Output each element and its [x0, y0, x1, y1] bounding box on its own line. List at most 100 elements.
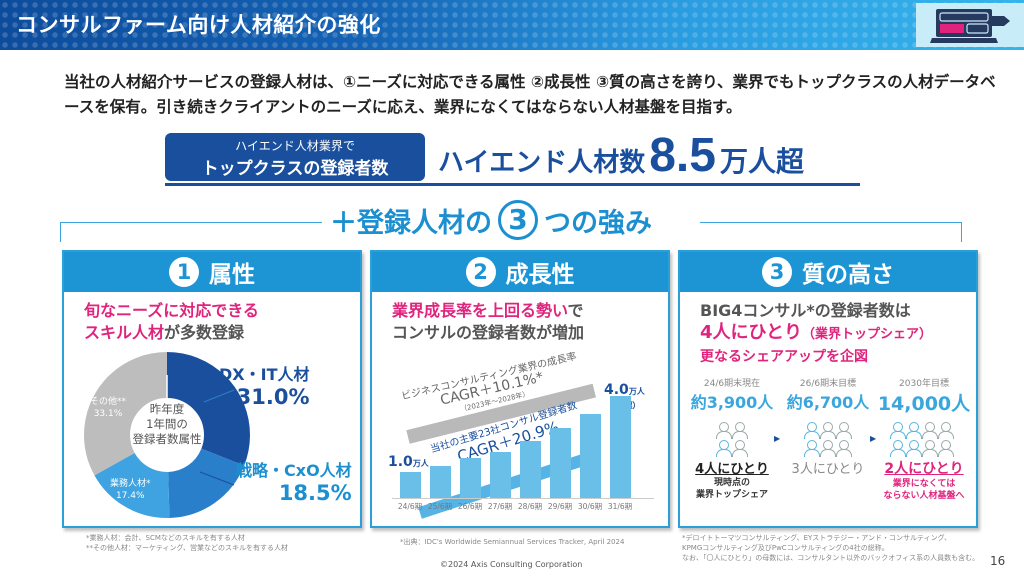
bar-28-6 — [520, 441, 541, 498]
footnote: *業務人材：会計、SCMなどのスキルを有する人材 — [86, 534, 245, 542]
person-icon — [836, 422, 852, 439]
person-icon — [938, 440, 954, 457]
ratio-text: 4人にひとり — [695, 462, 769, 477]
lead-text: 当社の人材紹介サービスの登録人材は、①ニーズに対応できる属性 ②成長性 ③質の高… — [64, 73, 996, 116]
person-icon — [890, 440, 906, 457]
strengths-suffix: つの強み — [544, 207, 652, 239]
arrow-right-icon: ▶ — [774, 434, 781, 443]
card-header: 3 質の高さ — [680, 252, 976, 292]
slice-label-strategy: 戦略・CxO人材 18.5% — [236, 460, 352, 504]
col-value: 約6,700人 — [786, 393, 870, 412]
slice-pct: 17.4% — [115, 491, 145, 501]
bar-27-6 — [490, 452, 511, 498]
person-icon — [922, 422, 938, 439]
slice-pct: 31.0% — [236, 385, 310, 409]
card-title: 属性 — [209, 262, 255, 288]
x-tick: 28/6期 — [517, 502, 543, 511]
card3-footnotes: *デロイトトーマツコンサルティング、EYストラテジー・アンド・コンサルティング、… — [682, 533, 979, 563]
slice-name: 戦略・CxO人材 — [236, 461, 352, 480]
person-icon — [938, 422, 954, 439]
card-growth: 2 成長性 業界成長率を上回る勢いで コンサルの登録者数が増加 ビジネスコンサル… — [370, 250, 670, 528]
value-unit: 万人 — [412, 459, 429, 468]
value-number: 4.0 — [604, 382, 629, 398]
strengths-prefix: ＋登録人材の — [330, 207, 492, 239]
card-header: 1 属性 — [64, 252, 360, 292]
bar-24-6 — [400, 472, 421, 498]
start-value: 1.0万人 — [388, 454, 429, 470]
header-pattern — [0, 0, 1024, 50]
kpi-label-line2: トップクラスの登録者数 — [201, 159, 389, 179]
x-tick: 29/6期 — [547, 502, 573, 511]
laptop-icon — [930, 9, 1010, 43]
card1-footnotes: *業務人材：会計、SCMなどのスキルを有する人材 **その他人材：マーケティング… — [86, 533, 288, 553]
kpi-underline — [165, 183, 860, 186]
card-header: 2 成長性 — [372, 252, 668, 292]
subtitle-text: が多数登録 — [164, 323, 245, 342]
kpi-prefix: ハイエンド人材数 — [438, 148, 646, 178]
ratio-note: 現時点の — [713, 478, 750, 488]
col-ratio: 2人にひとり 業界になくては ならない人材基盤へ — [876, 458, 972, 502]
card-subtitle: BIG4コンサル*の登録者数は 4人にひとり（業界トップシェア） 更なるシェアア… — [680, 292, 976, 368]
slide-header: コンサルファーム向け人材紹介の強化 — [0, 0, 1024, 50]
share-col-target-2030: 2030年目標 14,000人 2人にひとり 業界になくては ならない人材基盤へ — [876, 376, 972, 501]
card-number: 3 — [762, 257, 792, 287]
donut-chart: 昨年度 1年間の 登録者数属性 その他** 33.1% 業務人材* 17.4% — [82, 350, 252, 520]
ratio-text: 2人にひとり — [884, 461, 964, 477]
card-number: 1 — [169, 257, 199, 287]
page-title: コンサルファーム向け人材紹介の強化 — [16, 13, 381, 37]
x-axis-line — [392, 498, 654, 499]
person-icon — [804, 422, 820, 439]
footnote: *デロイトトーマツコンサルティング、EYストラテジー・アンド・コンサルティング、 — [682, 534, 952, 542]
x-tick: 30/6期 — [577, 502, 603, 511]
center-line: 1年間の — [146, 417, 188, 431]
subtitle-highlight: 旬なニーズに対応できる — [84, 301, 259, 320]
slice-name: DX・IT人材 — [219, 365, 310, 384]
bracket-right — [700, 222, 962, 242]
ratio-note: ならない人材基盤へ — [883, 491, 965, 501]
person-icon — [906, 422, 922, 439]
bar-25-6 — [430, 466, 451, 498]
person-icon — [732, 422, 748, 439]
subtitle-highlight: 4人にひとり — [700, 322, 802, 343]
card-title: 質の高さ — [802, 262, 894, 288]
kpi-label-box: ハイエンド人材業界で トップクラスの登録者数 — [165, 133, 425, 181]
person-icon — [922, 440, 938, 457]
kpi-unit: 万人超 — [719, 145, 804, 178]
slice-label-operations: 業務人材* 17.4% — [110, 478, 151, 502]
card-title: 成長性 — [505, 262, 575, 288]
col-ratio: 3人にひとり — [780, 458, 876, 477]
person-icon — [820, 440, 836, 457]
ratio-note: 業界トップシェア — [695, 490, 768, 500]
donut-svg — [84, 352, 250, 518]
slice-pct: 33.1% — [93, 409, 123, 419]
person-icon — [890, 422, 906, 439]
subtitle-highlight: （業界トップシェア） — [801, 327, 932, 342]
col-label: 24/6期末現在 — [703, 379, 761, 389]
growth-bar-chart: ビジネスコンサルティング業界の成長率 CAGR＋10.1%* （2023年～20… — [372, 342, 668, 528]
donut-center-label: 昨年度 1年間の 登録者数属性 — [128, 402, 206, 447]
slice-pct: 18.5% — [278, 481, 352, 505]
people-icons — [804, 422, 852, 457]
bar-26-6 — [460, 458, 481, 498]
slice-label-dx-it: DX・IT人材 31.0% — [219, 364, 310, 408]
card-subtitle: 業界成長率を上回る勢いで コンサルの登録者数が増加 — [372, 292, 668, 344]
subtitle-highlight: 業界成長率を上回る勢い — [392, 301, 568, 320]
x-tick: 25/6期 — [427, 502, 453, 511]
person-icon — [804, 440, 820, 457]
col-label: 2030年目標 — [899, 379, 949, 389]
subtitle-text: BIG4コンサル*の登録者数は — [700, 301, 911, 320]
subtitle-text: で — [567, 301, 584, 320]
ratio-note: 業界になくては — [892, 479, 956, 489]
page-number: 16 — [990, 554, 1006, 568]
card-quality: 3 質の高さ BIG4コンサル*の登録者数は 4人にひとり（業界トップシェア） … — [678, 250, 978, 528]
col-label: 26/6期末目標 — [799, 379, 857, 389]
bar-30-6 — [580, 414, 601, 498]
subtitle-text: コンサルの登録者数が増加 — [392, 323, 585, 342]
footnote: KPMGコンサルティング及びPwCコンサルティングの4社の総称。 — [682, 544, 889, 552]
strengths-number-circle: 3 — [498, 200, 538, 240]
slice-label-other: その他** 33.1% — [90, 396, 126, 420]
kpi-value: ハイエンド人材数8.5 万人超 — [438, 128, 804, 183]
slice-name: 業務人材* — [110, 479, 151, 489]
card-subtitle: 旬なニーズに対応できる スキル人材が多数登録 — [64, 292, 360, 344]
bar-31-6 — [610, 396, 631, 498]
